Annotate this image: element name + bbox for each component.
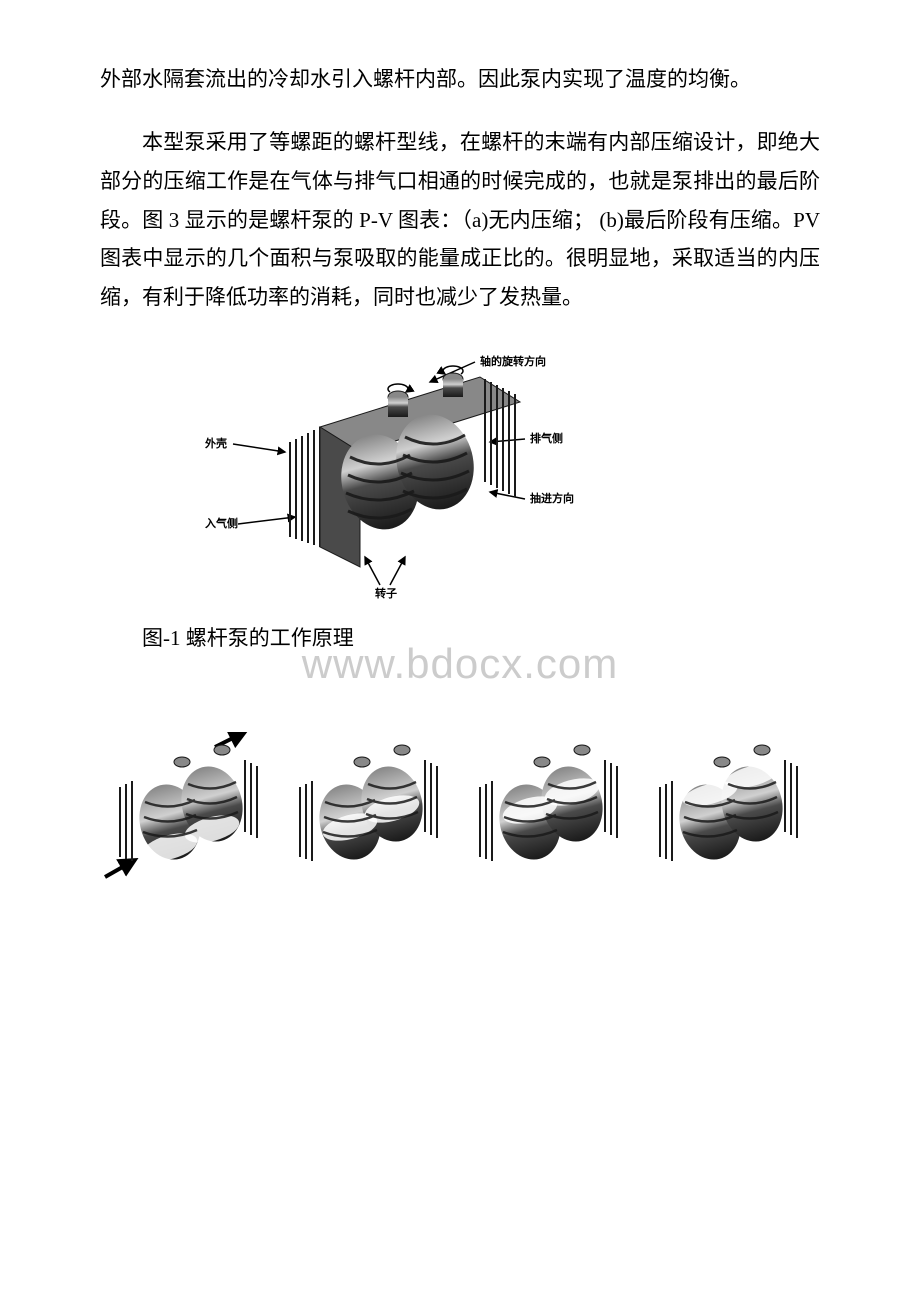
label-rotor: 转子 [375,586,397,600]
content-layer: 外部水隔套流出的冷却水引入螺杆内部。因此泵内实现了温度的均衡。 本型泵采用了等螺… [100,60,820,892]
label-shell: 外壳 [204,436,227,450]
label-rotation: 轴的旋转方向 [480,354,546,368]
paragraph-2: 本型泵采用了等螺距的螺杆型线，在螺杆的末端有内部压缩设计，即绝大部分的压缩工作是… [100,123,820,317]
label-suction: 抽进方向 [530,491,574,505]
paragraph-1: 外部水隔套流出的冷却水引入螺杆内部。因此泵内实现了温度的均衡。 [100,60,820,99]
figure-1-caption: 图-1 螺杆泵的工作原理 [100,622,820,652]
pump-state-1-icon [100,732,280,892]
label-intake: 入气侧 [205,516,238,530]
label-exhaust: 排气侧 [530,431,563,445]
pump-state-4-icon [640,732,820,892]
pump-state-3-icon [460,732,640,892]
figure-1-diagram: 轴的旋转方向 外壳 排气侧 抽进方向 入气侧 转子 [200,347,820,612]
pump-rotors-icon [331,366,484,538]
figure-1-container: 轴的旋转方向 外壳 排气侧 抽进方向 入气侧 转子 [100,347,820,652]
figure-2-row [100,732,820,892]
pump-state-2-icon [280,732,460,892]
